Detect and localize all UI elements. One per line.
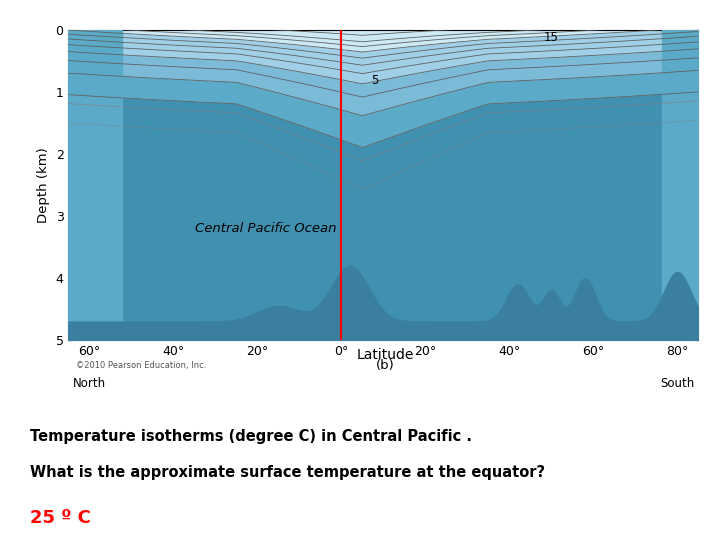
Text: South: South (660, 377, 695, 390)
Text: 25 º C: 25 º C (30, 509, 91, 526)
Text: Temperature isotherms (degree C) in Central Pacific .: Temperature isotherms (degree C) in Cent… (30, 429, 472, 444)
Text: (b): (b) (376, 359, 395, 372)
Text: North: North (73, 377, 106, 390)
Text: What is the approximate surface temperature at the equator?: What is the approximate surface temperat… (30, 465, 545, 480)
Text: Central Pacific Ocean: Central Pacific Ocean (195, 222, 336, 235)
Text: ©2010 Pearson Education, Inc.: ©2010 Pearson Education, Inc. (76, 361, 206, 370)
Text: 15: 15 (544, 31, 559, 44)
Text: 5: 5 (372, 74, 379, 87)
Y-axis label: Depth (km): Depth (km) (37, 147, 50, 223)
Text: Latitude: Latitude (356, 348, 414, 362)
